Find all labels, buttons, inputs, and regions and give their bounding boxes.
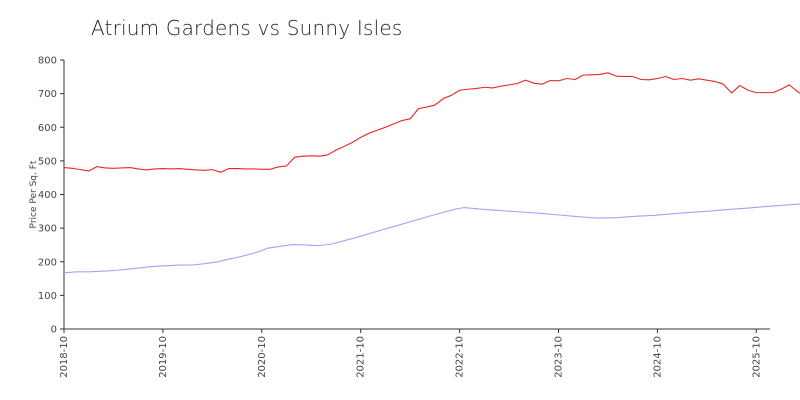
x-tick-label: 2021-10 [356,336,367,378]
series-line-1 [63,72,800,173]
y-tick-label: 700 [38,89,57,100]
y-tick-label: 600 [38,123,57,134]
x-tick-label: 2020-10 [257,336,268,378]
axes: 0 100 200 300 400 500 600 700 800 2018-10 2019-10 2… [29,56,770,378]
chart-title: Atrium Gardens vs Sunny Isles [91,16,403,40]
y-tick-label: 200 [38,257,57,268]
y-tick-label: 800 [38,56,57,67]
x-tick-label: 2019-10 [158,336,169,378]
y-tick-label: 500 [38,156,57,167]
x-tick-label: 2022-10 [455,336,466,378]
y-axis-title: Price Per Sq. Ft [29,160,39,228]
x-tick-label: 2018-10 [59,336,70,378]
series-layer [63,72,800,274]
series-line-2 [63,203,800,274]
y-tick-label: 400 [38,190,57,201]
y-tick-label: 300 [38,224,57,235]
y-tick-label: 100 [38,291,57,302]
x-tick-label: 2025-10 [751,336,762,378]
y-tick-label: 0 [51,325,57,336]
x-tick-label: 2024-10 [652,336,663,378]
x-tick-label: 2023-10 [554,336,565,378]
